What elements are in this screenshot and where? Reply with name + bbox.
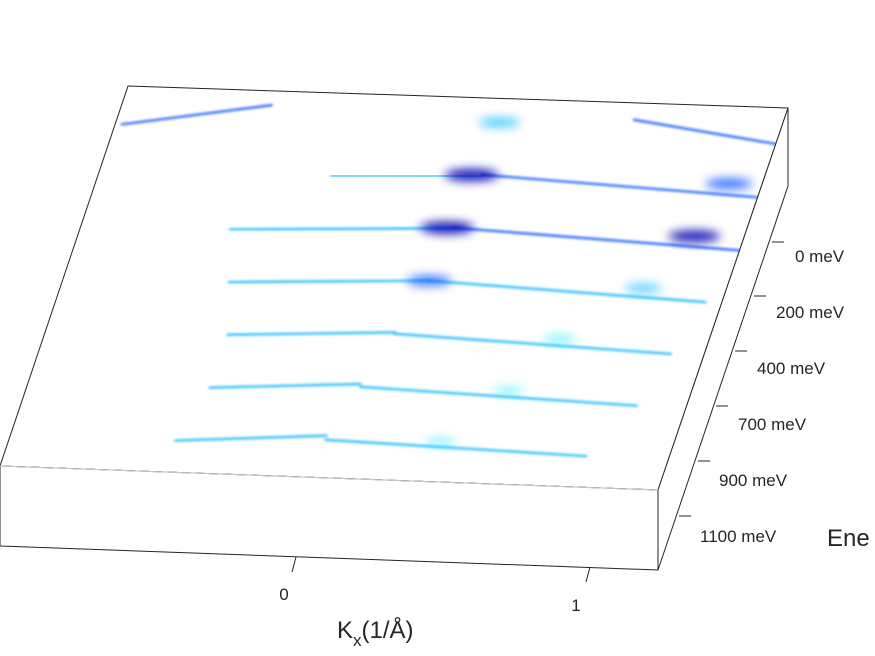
- band-line: [632, 118, 777, 146]
- band-line: [452, 226, 741, 252]
- intensity-spot: [668, 230, 721, 242]
- energy-tick-label-3: 700 meV: [738, 415, 807, 434]
- intensity-spot: [543, 335, 576, 343]
- x-tick-1: [585, 566, 591, 583]
- energy-axis: 0 meV 200 meV 400 meV 700 meV 900 meV 11…: [679, 241, 870, 552]
- energy-tick-label-2: 400 meV: [757, 359, 826, 378]
- band-line: [428, 279, 707, 304]
- slice-5: [208, 382, 638, 407]
- energy-tick-label-0: 0 meV: [795, 247, 845, 266]
- x-axis: 0 1 Kx(1/Å): [279, 556, 591, 650]
- band-line: [393, 332, 673, 356]
- intensity-spot: [624, 284, 663, 293]
- band-line: [174, 434, 328, 442]
- slice-0: [120, 104, 777, 146]
- band-line: [324, 438, 588, 458]
- x-axis-title-sub: x: [353, 631, 362, 650]
- x-axis-title: Kx(1/Å): [337, 616, 414, 650]
- slice-3: [227, 275, 707, 304]
- band-line: [120, 104, 273, 126]
- front-top-edge: [0, 465, 659, 491]
- energy-tick-label-1: 200 meV: [776, 303, 845, 322]
- intensity-spot: [406, 275, 452, 286]
- energy-tick-label-4: 900 meV: [719, 471, 788, 490]
- slice-2: [228, 221, 741, 252]
- box-top-face: [0, 85, 789, 491]
- intensity-spot: [419, 221, 475, 234]
- slice-6: [174, 434, 588, 458]
- band-line: [228, 227, 455, 231]
- band-line: [226, 331, 397, 336]
- slice-4: [226, 331, 673, 356]
- intensity-spot: [493, 387, 524, 394]
- band-line: [358, 385, 638, 407]
- x-axis-title-unit: (1/Å): [362, 616, 414, 644]
- box-right-face: [657, 107, 789, 571]
- energy-slices: [120, 104, 777, 458]
- intensity-spot: [478, 118, 521, 127]
- intensity-spot: [444, 169, 499, 181]
- x-tick-label-1: 1: [571, 596, 580, 615]
- band-line: [227, 279, 431, 284]
- slice-1: [330, 169, 759, 199]
- x-axis-title-main: K: [337, 617, 353, 644]
- band-line: [480, 173, 759, 199]
- x-tick-label-0: 0: [279, 585, 288, 604]
- energy-tick-label-5: 1100 meV: [700, 527, 777, 546]
- intensity-spot: [425, 438, 457, 446]
- energy-axis-title: Ene: [827, 525, 870, 552]
- intensity-spot: [705, 178, 753, 189]
- x-tick-0: [291, 556, 297, 573]
- band-line: [208, 382, 362, 389]
